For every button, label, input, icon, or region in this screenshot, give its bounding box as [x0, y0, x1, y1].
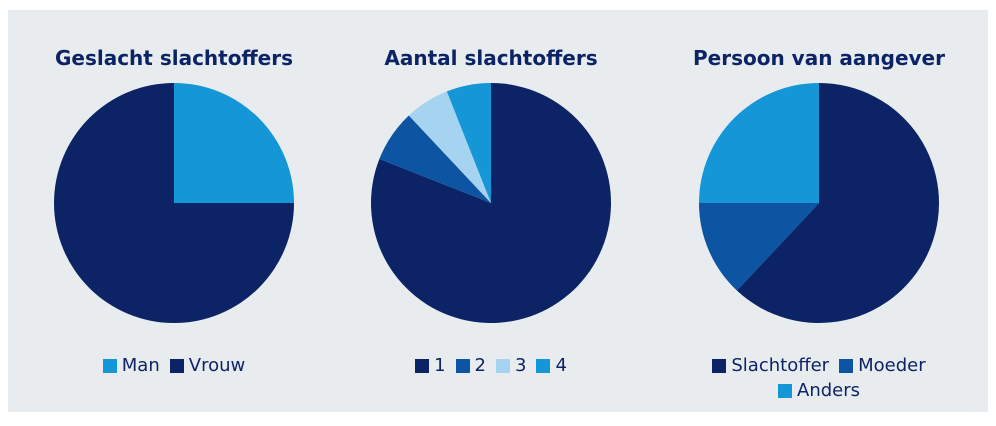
legend-swatch	[496, 358, 510, 373]
legend-label: Anders	[797, 380, 860, 401]
pie-slice	[446, 83, 491, 203]
legend-label: 3	[515, 355, 527, 376]
chart-title: Geslacht slachtoffers	[54, 46, 294, 70]
pie-slice	[379, 115, 491, 203]
legend-item: Vrouw	[169, 355, 246, 376]
legend-swatch	[778, 383, 792, 398]
legend-item: Anders	[778, 380, 860, 401]
legend-item: Slachtoffer	[712, 355, 829, 376]
pie-chart	[371, 83, 611, 323]
legend-swatch	[169, 358, 184, 373]
legend-label: Slachtoffer	[731, 355, 830, 376]
legend-swatch	[712, 358, 727, 373]
legend-label: Vrouw	[188, 355, 246, 376]
pie-slice	[174, 83, 294, 203]
legend-label: 4	[555, 355, 567, 376]
legend-label: 2	[474, 355, 486, 376]
pie-slice	[699, 83, 819, 203]
pie-chart	[699, 83, 939, 323]
legend: Slachtoffer Moeder Anders	[689, 355, 949, 401]
legend-swatch	[455, 358, 470, 373]
pie-slice	[699, 203, 819, 291]
pie-slice	[408, 91, 491, 203]
legend-label: 1	[434, 355, 446, 376]
legend-label: Moeder	[858, 355, 926, 376]
pie-slice	[54, 83, 294, 323]
legend-item: 3	[496, 355, 526, 376]
legend-item: 2	[455, 355, 486, 376]
panel: Geslacht slachtoffers Man Vrouw Aantal slac…	[8, 10, 988, 412]
legend-swatch	[839, 358, 854, 373]
pie-chart	[54, 83, 294, 323]
legend-item: 4	[536, 355, 567, 376]
legend-label: Man	[121, 355, 160, 376]
chart-title: Aantal slachtoffers	[384, 46, 598, 70]
legend-item: Man	[102, 355, 160, 376]
legend: Man Vrouw	[44, 355, 304, 376]
pie-slice	[736, 83, 939, 323]
legend-swatch	[536, 358, 551, 373]
legend-item: Moeder	[839, 355, 926, 376]
legend: 1 2 3 4	[361, 355, 621, 376]
legend-item: 1	[415, 355, 446, 376]
legend-swatch	[102, 358, 117, 373]
legend-swatch	[415, 358, 430, 373]
chart-title: Persoon van aangever	[693, 46, 945, 70]
